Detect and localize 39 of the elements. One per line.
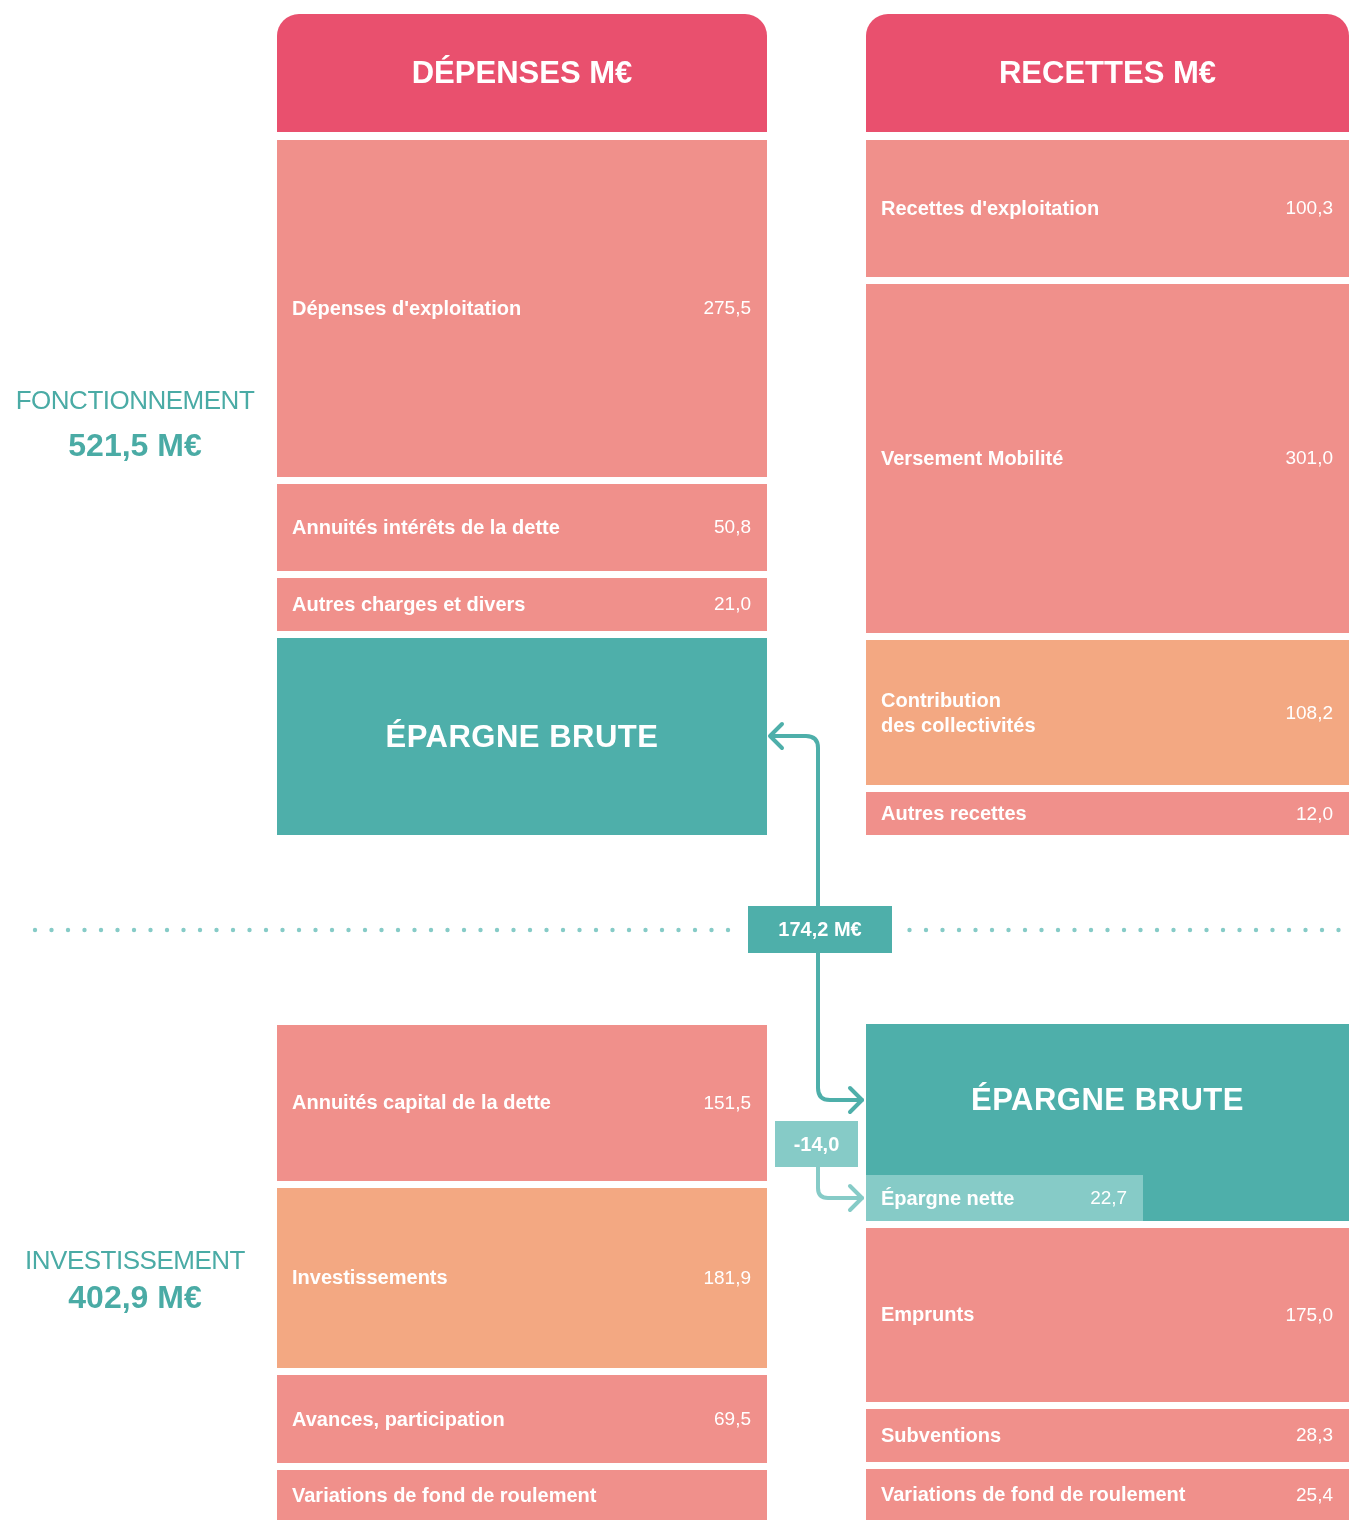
category-label: ÉPARGNE BRUTE [385, 718, 659, 755]
category-label: Variations de fond de roulement [881, 1482, 1186, 1508]
data-label: 181,9 [703, 1266, 751, 1289]
category-label: ÉPARGNE BRUTE [971, 1082, 1244, 1118]
category-label: Avances, participation [292, 1406, 505, 1432]
data-label: 275,5 [703, 297, 751, 320]
text: FONCTIONNEMENT [15, 384, 255, 416]
category-label: Autres recettes [881, 801, 1027, 827]
data-label: 69,5 [714, 1408, 751, 1431]
data-label: 25,4 [1296, 1483, 1333, 1506]
category-label: Investissements [292, 1265, 448, 1291]
text: RECETTES M€ [998, 55, 1217, 91]
category-label: Dépenses d'exploitation [292, 296, 522, 321]
data-label: 28,3 [1296, 1424, 1333, 1447]
category-label: Autres charges et divers [292, 591, 526, 617]
data-label: 21,0 [714, 593, 751, 616]
category-label: Variations de fond de roulement [292, 1482, 597, 1508]
text: INVESTISSEMENT [25, 1244, 245, 1276]
data-label: 50,8 [714, 516, 751, 539]
category-label: Versement Mobilité [881, 445, 1064, 471]
data-label: 12,0 [1296, 802, 1333, 825]
category-label: Annuités capital de la dette [292, 1090, 551, 1116]
data-label: 22,7 [1090, 1187, 1128, 1209]
data-label: 100,3 [1285, 197, 1333, 220]
text: -14,0 [793, 1132, 840, 1156]
category-label: Emprunts [881, 1302, 975, 1328]
category-label: Subventions [881, 1422, 1002, 1448]
text: 402,9 M€ [68, 1278, 202, 1316]
category-label: Recettes d'exploitation [881, 195, 1100, 221]
text: 174,2 M€ [778, 918, 862, 941]
data-label: 301,0 [1285, 447, 1333, 470]
data-label: 175,0 [1285, 1303, 1333, 1326]
category-label: Annuités intérêts de la dette [292, 514, 560, 540]
data-label: 151,5 [703, 1091, 751, 1114]
category-label: Épargne nette [881, 1185, 1015, 1211]
text: 521,5 M€ [68, 426, 202, 464]
category-label: Contribution des collectivités [881, 687, 1036, 738]
data-label: 108,2 [1285, 701, 1333, 724]
text: DÉPENSES M€ [411, 55, 633, 91]
